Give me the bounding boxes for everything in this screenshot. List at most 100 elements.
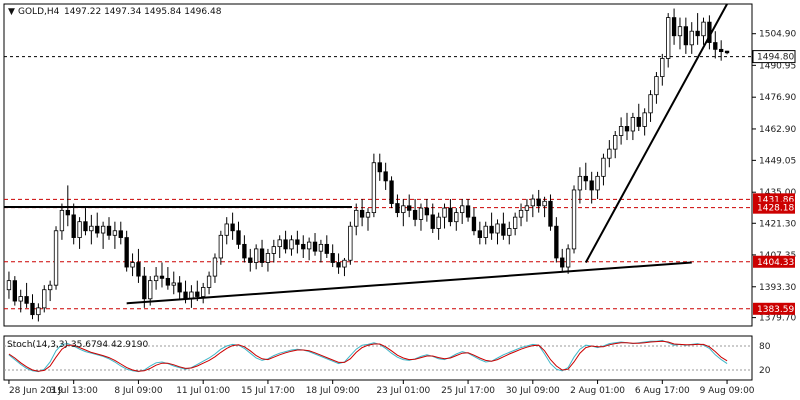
candle-body <box>589 180 594 191</box>
stoch-main-line <box>8 339 728 373</box>
candle-body <box>671 17 677 37</box>
price-tick-label: 1449.05 <box>759 156 796 166</box>
time-tick-label: 3 Jul 13:00 <box>50 386 99 396</box>
candle-body <box>365 212 371 218</box>
candle-body <box>354 209 359 227</box>
candle-body <box>218 234 224 259</box>
candle-body <box>495 223 500 234</box>
candle-body <box>624 126 630 132</box>
level-tag-box <box>753 201 795 214</box>
stoch-level-label: 80 <box>759 342 771 352</box>
candle-body <box>148 280 153 300</box>
candle-body <box>407 205 412 211</box>
level-tag-label: 1404.33 <box>757 258 794 268</box>
level-tag-label: 1431.86 <box>757 195 794 205</box>
candle-body <box>577 175 583 191</box>
candle-body <box>542 200 547 207</box>
candle-body <box>501 223 506 236</box>
candle-body <box>666 17 671 59</box>
candle-body <box>259 248 265 263</box>
candle-body <box>683 26 689 46</box>
candle-body <box>289 239 294 250</box>
stoch-panel-frame <box>3 335 753 381</box>
candle-body <box>536 198 541 207</box>
candle-body <box>201 287 206 297</box>
candle-body <box>518 209 524 218</box>
candle-body <box>89 225 94 232</box>
candle-body <box>618 126 624 136</box>
candle-body <box>530 198 535 207</box>
price-tick-label: 1435.00 <box>759 188 796 198</box>
stoch-level-label: 20 <box>759 366 771 376</box>
candle-body <box>648 94 653 114</box>
candle-body <box>565 248 571 268</box>
candle-body <box>336 262 341 268</box>
time-tick-label: 23 Jul 01:00 <box>376 386 430 396</box>
price-tick-label: 1393.30 <box>759 283 796 293</box>
candle-body <box>489 225 494 234</box>
price-panel-frame <box>3 3 753 327</box>
rising-support-trendline <box>126 261 692 305</box>
candle-body <box>571 189 577 250</box>
candle-body <box>324 243 329 254</box>
candle-body <box>242 243 247 259</box>
candle-body <box>677 26 683 37</box>
candle-body <box>253 248 259 263</box>
level-tag-box <box>753 255 795 268</box>
time-tick-label: 28 Jun 2019 <box>9 386 63 396</box>
candle-body <box>65 209 70 216</box>
candle-body <box>265 253 271 263</box>
candle-body <box>454 212 459 223</box>
candle-body <box>271 246 276 254</box>
candle-body <box>124 237 129 268</box>
candle-body <box>177 282 182 293</box>
level-tag-label: 1428.18 <box>757 204 794 214</box>
candle-body <box>283 239 288 250</box>
candle-body <box>112 230 118 236</box>
candle-body <box>412 209 418 220</box>
candle-body <box>42 289 47 309</box>
candle-body <box>719 48 724 53</box>
candle-body <box>607 148 612 159</box>
candle-body <box>318 243 324 252</box>
candle-body <box>430 214 435 229</box>
candle-body <box>348 225 353 261</box>
stoch-label: Stoch(14,3,3) 35.6794 42.9190 <box>7 340 148 350</box>
candle-body <box>12 280 17 302</box>
candle-body <box>95 225 100 234</box>
candle-body <box>83 221 88 232</box>
candle-body <box>548 200 553 227</box>
price-tick-label: 1421.30 <box>759 219 796 229</box>
candle-body <box>59 209 65 232</box>
candle-body <box>507 228 512 236</box>
candle-body <box>524 205 530 211</box>
level-tag-label: 1383.59 <box>757 305 794 315</box>
price-tick-label: 1476.90 <box>759 93 796 103</box>
candle-body <box>601 157 606 177</box>
candle-body <box>230 223 235 232</box>
candle-body <box>554 225 559 259</box>
dropdown-triangle-icon[interactable]: ▼ <box>8 7 15 17</box>
candle-body <box>171 282 176 286</box>
candle-body <box>389 180 394 204</box>
candle-body <box>136 262 141 277</box>
candle-body <box>118 230 123 238</box>
candle-body <box>236 230 241 245</box>
candle-body <box>460 205 465 214</box>
time-tick-label: 2 Aug 01:00 <box>570 386 625 396</box>
candle-body <box>77 221 82 238</box>
candle-body <box>47 284 53 291</box>
candle-body <box>401 205 406 214</box>
candle-body <box>660 58 665 77</box>
candle-body <box>130 262 135 268</box>
price-tick-label: 1379.70 <box>759 314 796 324</box>
time-tick-label: 6 Aug 17:00 <box>635 386 690 396</box>
time-tick-label: 8 Jul 09:00 <box>114 386 163 396</box>
time-tick-label: 15 Jul 17:00 <box>241 386 295 396</box>
candle-body <box>371 162 377 214</box>
candle-body <box>436 216 441 229</box>
candle-body <box>248 257 253 263</box>
